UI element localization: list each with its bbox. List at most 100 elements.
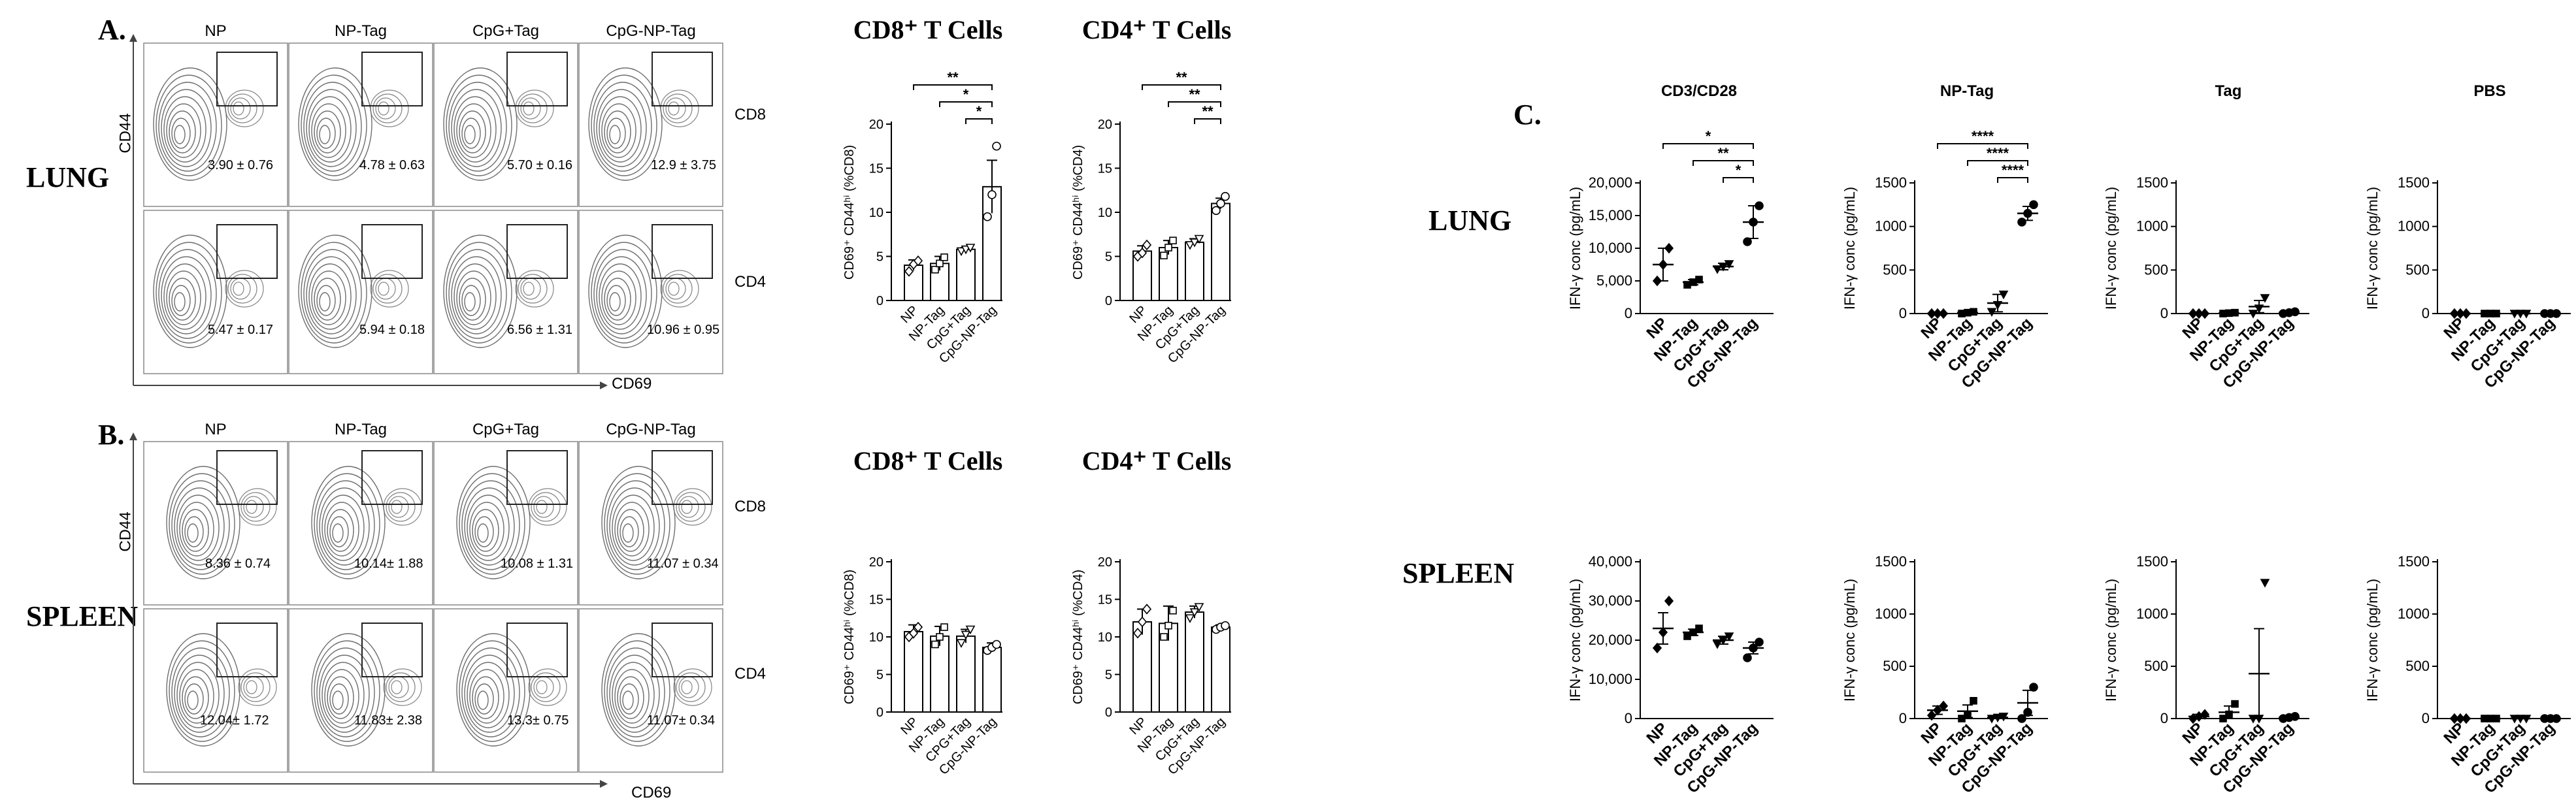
flow-contour xyxy=(246,500,257,514)
flow-gate-value: 12.04± 1.72 xyxy=(200,713,269,728)
y-tick-label: 15,000 xyxy=(1589,207,1632,223)
flow-grid-lung: NP NP-Tag CpG+Tag CpG-NP-Tag 3.90 ± 0.76… xyxy=(117,20,784,412)
data-point xyxy=(1664,242,1674,254)
flow-contour xyxy=(319,125,331,144)
flow-contour xyxy=(606,285,626,316)
flow-contour xyxy=(681,680,693,694)
flow-gate-value: 5.47 ± 0.17 xyxy=(208,323,273,337)
flow-contour xyxy=(383,488,422,526)
flow-contour xyxy=(327,509,354,552)
flow-contour xyxy=(596,256,647,334)
y-axis-label: IFN-γ conc (pg/mL) xyxy=(1567,187,1583,310)
flow-contour xyxy=(531,672,561,702)
data-point xyxy=(1755,201,1764,210)
flow-contour xyxy=(673,668,712,706)
y-tick-label: 1500 xyxy=(1875,174,1907,191)
data-point xyxy=(2521,715,2532,724)
flow-plot-frame xyxy=(433,42,578,207)
flow-contour xyxy=(673,488,712,526)
data-point xyxy=(1998,290,2009,300)
significance-bracket xyxy=(1194,118,1221,124)
flow-contour xyxy=(515,89,554,127)
data-point xyxy=(2248,310,2258,319)
significance-label: * xyxy=(1736,162,1742,178)
y-tick-label: 500 xyxy=(2405,658,2430,674)
data-point xyxy=(2017,218,2026,227)
flow-group-label: CpG-NP-Tag xyxy=(606,421,696,438)
elisa-spleen-cd3cd28: IFN-γ conc (pg/mL) 0 10,000 20,000 30,000 40,… xyxy=(1567,553,1774,797)
data-point xyxy=(2023,707,2032,717)
flow-contour xyxy=(477,523,489,543)
y-tick-label: 1500 xyxy=(2398,553,2430,570)
y-tick-label: 0 xyxy=(1899,305,1907,321)
data-point xyxy=(2219,715,2227,722)
flow-contour xyxy=(681,500,693,514)
flow-contour xyxy=(314,473,380,575)
data-point xyxy=(1970,696,1977,705)
flow-x-axis-label: CD69 xyxy=(612,375,652,393)
flow-y-axis-label: CD44 xyxy=(116,113,135,154)
flow-contour xyxy=(166,466,240,579)
data-point xyxy=(965,244,976,253)
data-point xyxy=(2231,308,2239,317)
elisa-title-np-tag: NP-Tag xyxy=(1940,82,1994,100)
elisa-lung-tag: IFN-γ conc (pg/mL)050010001500NPNP-TagCp… xyxy=(2103,174,2309,392)
y-tick-label: 500 xyxy=(2144,658,2168,674)
y-tick-label: 1500 xyxy=(2136,553,2168,570)
y-axis-label: IFN-γ conc (pg/mL) xyxy=(1567,579,1583,702)
y-tick-label: 20 xyxy=(1098,118,1112,132)
data-point xyxy=(2200,308,2210,319)
flow-contour xyxy=(158,82,217,172)
flow-contour xyxy=(609,125,621,144)
flow-contour xyxy=(240,672,271,702)
organ-label-lung-flow: LUNG xyxy=(26,161,110,193)
elisa-spleen-tag: IFN-γ conc (pg/mL)050010001500NPNP-TagCp… xyxy=(2103,553,2309,797)
flow-contour xyxy=(308,263,352,330)
flow-x-axis-label: CD69 xyxy=(631,784,672,802)
data-point xyxy=(1755,638,1764,647)
significance-label: ** xyxy=(1202,103,1214,120)
significance-label: **** xyxy=(2002,162,2024,178)
flow-x-arrow xyxy=(600,381,608,389)
data-point xyxy=(2461,308,2471,319)
flow-row-tag-cd4: CD4 xyxy=(735,665,767,683)
y-tick-label: 5,000 xyxy=(1596,272,1632,289)
data-point xyxy=(2552,309,2561,318)
data-point xyxy=(2029,683,2038,692)
flow-contour xyxy=(163,96,206,163)
data-point xyxy=(908,628,919,639)
data-point xyxy=(961,245,971,255)
y-tick-label: 0 xyxy=(1625,710,1632,726)
flow-contour xyxy=(166,633,240,747)
data-point xyxy=(956,247,966,257)
flow-gate xyxy=(652,623,713,677)
bar xyxy=(1211,202,1230,301)
organ-label-lung-elisa: LUNG xyxy=(1428,204,1512,236)
flow-contour xyxy=(601,466,676,579)
flow-contour xyxy=(528,668,567,706)
flow-contour xyxy=(329,516,349,547)
y-tick-label: 5 xyxy=(1105,250,1112,265)
flow-contour xyxy=(536,500,548,514)
significance-label: **** xyxy=(1987,145,2009,161)
flow-plot-frame xyxy=(433,210,578,374)
elisa-lung-cd3cd28: IFN-γ conc (pg/mL) 0 5,000 10,000 15,000 20,0… xyxy=(1567,128,1774,392)
flow-contour xyxy=(459,640,525,742)
significance-bracket xyxy=(1142,84,1221,90)
y-tick-label: 20,000 xyxy=(1589,174,1632,191)
flow-contour xyxy=(596,89,647,167)
flow-plot-frame xyxy=(143,608,288,773)
flow-contour xyxy=(446,74,512,176)
flow-contour xyxy=(588,235,663,348)
flow-contour xyxy=(176,662,220,728)
flow-contour xyxy=(472,676,499,719)
flow-contour xyxy=(676,672,706,702)
flow-contour xyxy=(617,676,644,719)
flow-contour xyxy=(622,523,634,543)
data-point xyxy=(2248,715,2258,724)
flow-contour xyxy=(391,500,403,514)
flow-gate xyxy=(652,52,713,106)
flow-gate xyxy=(216,224,278,279)
data-point xyxy=(1712,640,1723,649)
data-point xyxy=(1683,632,1691,640)
